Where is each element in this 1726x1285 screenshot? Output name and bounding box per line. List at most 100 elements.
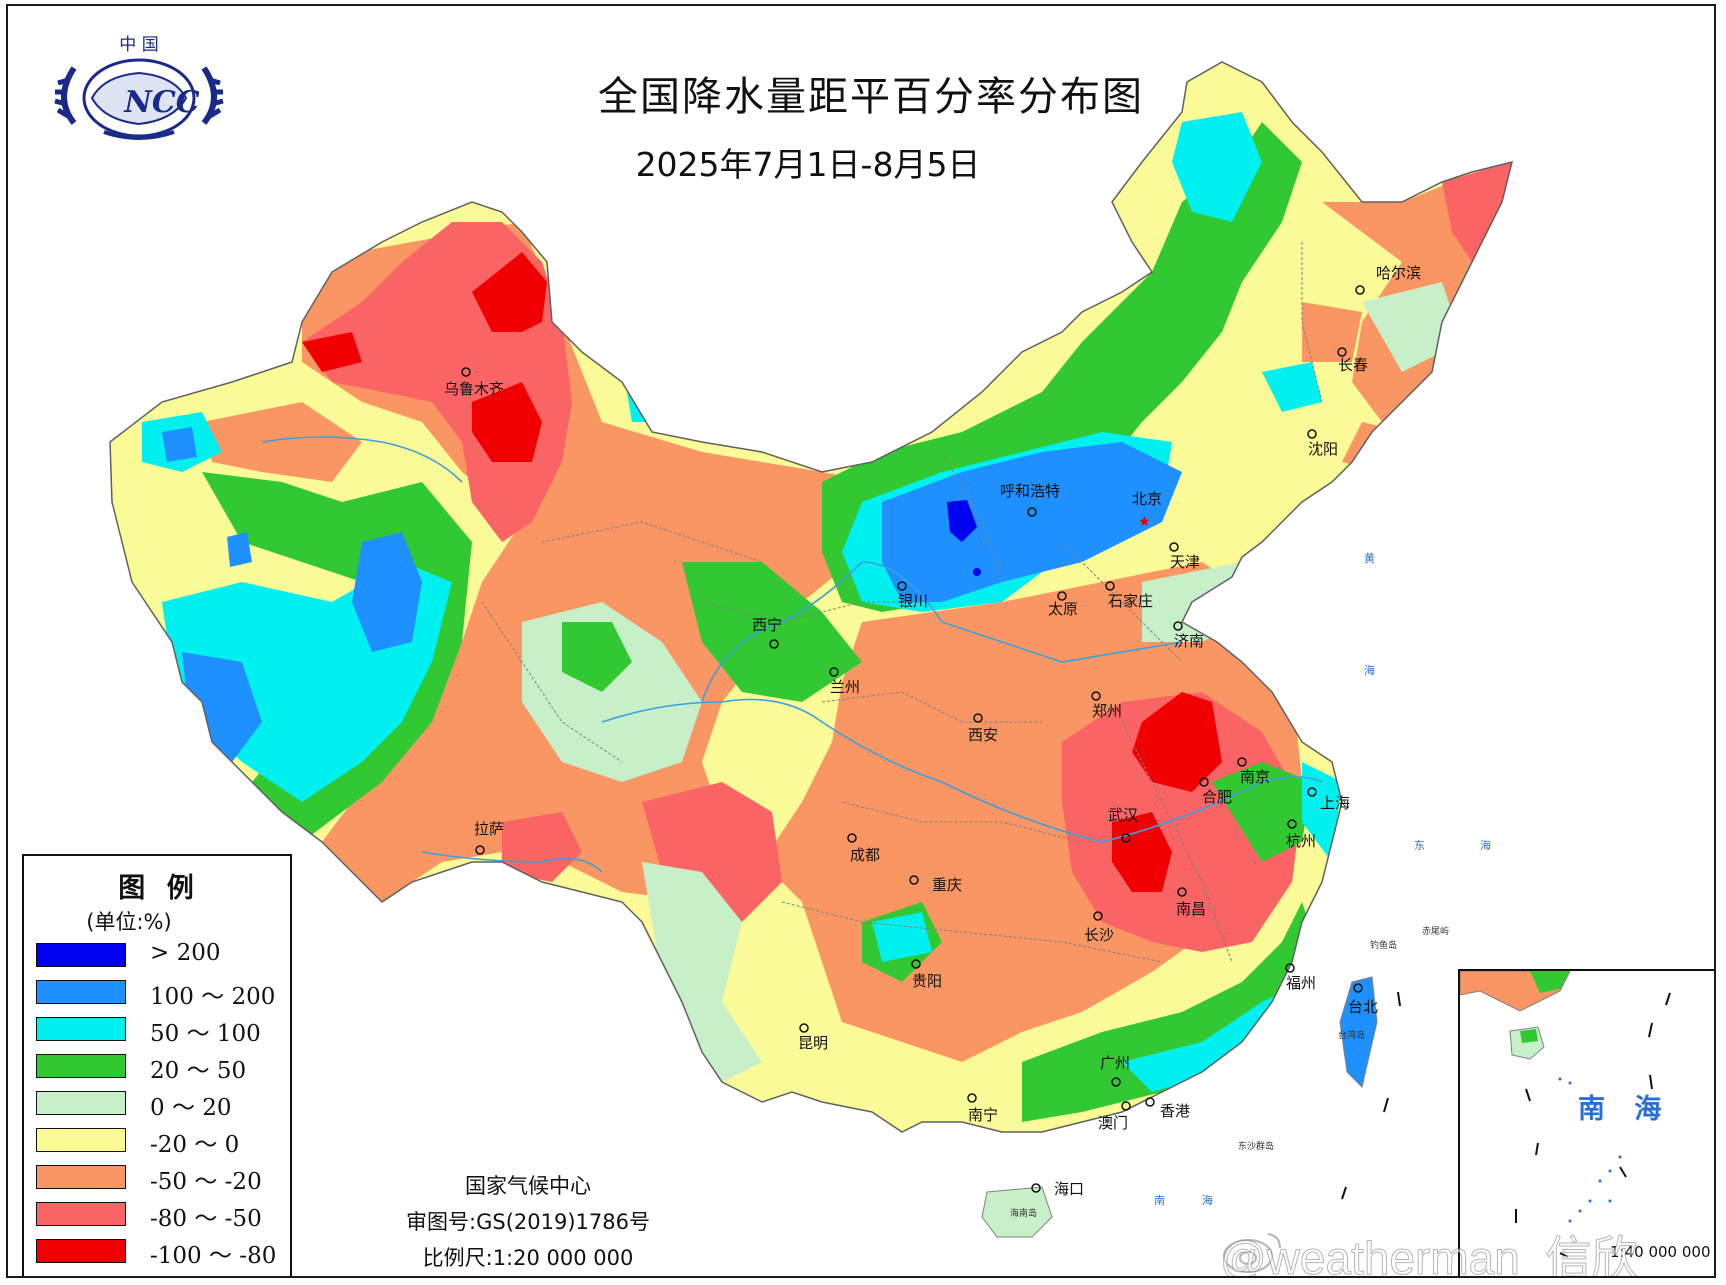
city-hongkong: 香港 bbox=[1145, 1097, 1190, 1120]
svg-text:石家庄: 石家庄 bbox=[1108, 592, 1153, 610]
city-tianjin: 天津 bbox=[1169, 542, 1200, 571]
legend-swatch bbox=[36, 1091, 126, 1115]
city-lhasa: 拉萨 bbox=[474, 820, 504, 855]
org-name: 国家气候中心 bbox=[465, 1174, 591, 1198]
sea-labels: 黄 海 东 海 南 海 钓鱼岛 赤尾屿 东沙群岛 台湾岛 海南岛 bbox=[1010, 551, 1491, 1219]
svg-text:银川: 银川 bbox=[898, 592, 928, 610]
legend-label: 100 ～ 200 bbox=[150, 984, 276, 1010]
svg-text:东: 东 bbox=[1414, 839, 1425, 852]
legend-label: 0 ～ 20 bbox=[150, 1095, 232, 1121]
legend-item: 20 ～ 50 bbox=[36, 1051, 286, 1084]
legend-swatch bbox=[36, 1165, 126, 1189]
svg-text:长春: 长春 bbox=[1338, 356, 1368, 374]
ncc-logo: 中 国 NCC bbox=[54, 35, 224, 140]
legend-unit: (单位:%) bbox=[86, 910, 172, 934]
city-zhengzhou: 郑州 bbox=[1091, 691, 1122, 720]
svg-text:北京: 北京 bbox=[1132, 490, 1162, 508]
province-borders bbox=[481, 242, 1323, 963]
legend-item: -20 ～ 0 bbox=[36, 1125, 286, 1158]
svg-text:合肥: 合肥 bbox=[1202, 788, 1232, 806]
map-title: 全国降水量距平百分率分布图 bbox=[598, 74, 1144, 120]
inset-map bbox=[1460, 971, 1671, 1258]
city-nanning: 南宁 bbox=[967, 1093, 998, 1124]
hainan-island bbox=[981, 1186, 1053, 1238]
svg-text:南昌: 南昌 bbox=[1176, 900, 1206, 918]
city-changchun: 长春 bbox=[1337, 347, 1368, 374]
city-guangzhou: 广州 bbox=[1100, 1054, 1130, 1087]
inset-scale: 1:40 000 000 bbox=[1610, 1243, 1711, 1261]
city-haikou: 海口 bbox=[1031, 1180, 1084, 1198]
svg-text:赤尾屿: 赤尾屿 bbox=[1422, 926, 1449, 937]
city-shenyang: 沈阳 bbox=[1307, 429, 1338, 458]
svg-text:重庆: 重庆 bbox=[932, 876, 962, 894]
legend-item: 50 ～ 100 bbox=[36, 1014, 286, 1047]
taiwan-island bbox=[1339, 976, 1378, 1088]
svg-text:钓鱼岛: 钓鱼岛 bbox=[1370, 939, 1397, 951]
city-guiyang: 贵阳 bbox=[911, 959, 942, 990]
svg-text:西安: 西安 bbox=[968, 726, 998, 744]
svg-text:济南: 济南 bbox=[1174, 632, 1204, 650]
svg-text:昆明: 昆明 bbox=[798, 1034, 828, 1052]
legend-item: -50 ～ -20 bbox=[36, 1162, 286, 1195]
legend-label: 50 ～ 100 bbox=[150, 1021, 261, 1047]
svg-text:台北: 台北 bbox=[1348, 998, 1378, 1016]
legend-swatch bbox=[36, 1128, 126, 1152]
city-jinan: 济南 bbox=[1173, 621, 1204, 650]
legend-label: -20 ～ 0 bbox=[150, 1132, 240, 1158]
city-xining: 西宁 bbox=[752, 616, 782, 649]
city-taiyuan: 太原 bbox=[1048, 591, 1078, 618]
svg-text:天津: 天津 bbox=[1170, 553, 1200, 571]
city-harbin: 哈尔滨 bbox=[1355, 264, 1421, 295]
south-china-sea-inset: 南 海 1:40 000 000 bbox=[1458, 969, 1714, 1276]
svg-text:武汉: 武汉 bbox=[1108, 806, 1138, 824]
legend-swatch bbox=[36, 1017, 126, 1041]
svg-text:哈尔滨: 哈尔滨 bbox=[1376, 264, 1421, 282]
city-xian: 西安 bbox=[968, 713, 998, 744]
legend-label: -50 ～ -20 bbox=[150, 1169, 262, 1195]
svg-text:福州: 福州 bbox=[1286, 974, 1316, 992]
nine-dash-fragments bbox=[1341, 991, 1401, 1200]
svg-text:东沙群岛: 东沙群岛 bbox=[1238, 1140, 1274, 1152]
svg-text:海: 海 bbox=[1202, 1193, 1213, 1207]
rivers bbox=[261, 436, 1323, 873]
city-chengdu: 成都 bbox=[847, 833, 880, 864]
legend-swatch bbox=[36, 1202, 126, 1226]
svg-text:拉萨: 拉萨 bbox=[474, 820, 504, 838]
svg-text:台湾岛: 台湾岛 bbox=[1338, 1029, 1365, 1041]
city-changsha: 长沙 bbox=[1084, 911, 1114, 944]
legend-swatch bbox=[36, 1239, 126, 1263]
legend-swatch bbox=[36, 943, 126, 967]
weibo-icon bbox=[1223, 1233, 1281, 1273]
legend-item: 100 ～ 200 bbox=[36, 977, 286, 1010]
svg-text:南: 南 bbox=[1154, 1194, 1165, 1207]
credits: 国家气候中心 审图号:GS(2019)1786号 比例尺:1:20 000 00… bbox=[358, 1168, 698, 1276]
legend-title: 图 例 bbox=[118, 873, 200, 904]
svg-text:乌鲁木齐: 乌鲁木齐 bbox=[444, 380, 504, 398]
svg-text:贵阳: 贵阳 bbox=[912, 972, 942, 990]
svg-text:长沙: 长沙 bbox=[1084, 926, 1114, 944]
legend-item: 0 ～ 20 bbox=[36, 1088, 286, 1121]
precipitation-map: 黄 海 东 海 南 海 钓鱼岛 赤尾屿 东沙群岛 台湾岛 海南岛 乌鲁木齐 哈尔… bbox=[109, 61, 1513, 1238]
legend-label: > 200 bbox=[150, 940, 221, 966]
svg-text:兰州: 兰州 bbox=[830, 678, 860, 696]
legend-item: -100 ～ -80 bbox=[36, 1236, 286, 1269]
svg-text:太原: 太原 bbox=[1048, 600, 1078, 618]
svg-text:香港: 香港 bbox=[1160, 1102, 1190, 1120]
svg-text:黄: 黄 bbox=[1364, 551, 1375, 565]
map-frame: 中 国 NCC 全国降水量距平百分率分布图 2025年7月1日-8月5日 bbox=[6, 4, 1716, 1278]
city-macau: 澳门 bbox=[1098, 1101, 1131, 1132]
legend: 图 例 (单位:%) > 200 100 ～ 200 50 ～ 100 20 ～… bbox=[22, 854, 292, 1276]
city-lanzhou: 兰州 bbox=[829, 667, 860, 696]
svg-text:广州: 广州 bbox=[1100, 1054, 1130, 1072]
city-shanghai: 上海 bbox=[1307, 787, 1350, 812]
city-hefei: 合肥 bbox=[1199, 777, 1232, 806]
svg-text:杭州: 杭州 bbox=[1286, 832, 1316, 850]
city-yinchuan: 银川 bbox=[897, 581, 928, 610]
city-hohhot: 呼和浩特 bbox=[1000, 482, 1060, 517]
city-kunming: 昆明 bbox=[798, 1023, 828, 1052]
legend-label: -100 ～ -80 bbox=[150, 1243, 277, 1269]
city-beijing: ★ 北京 bbox=[1132, 490, 1162, 530]
svg-text:澳门: 澳门 bbox=[1098, 1114, 1128, 1132]
legend-label: 20 ～ 50 bbox=[150, 1058, 247, 1084]
city-wuhan: 武汉 bbox=[1108, 806, 1138, 843]
